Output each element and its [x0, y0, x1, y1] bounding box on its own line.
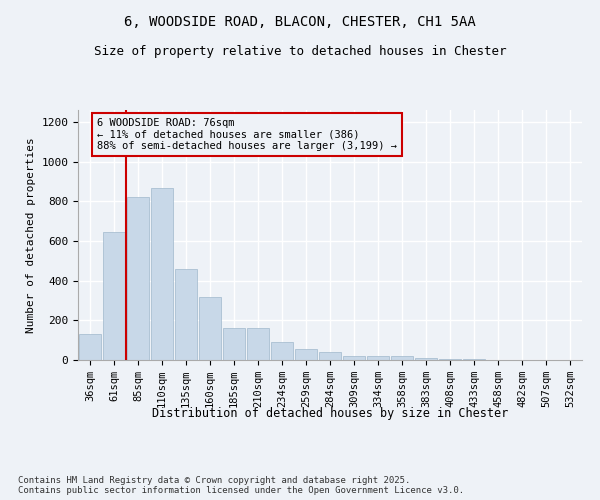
Bar — [391, 356, 413, 360]
Bar — [79, 334, 101, 360]
Text: Contains HM Land Registry data © Crown copyright and database right 2025.
Contai: Contains HM Land Registry data © Crown c… — [18, 476, 464, 495]
Bar — [199, 296, 221, 360]
Text: Size of property relative to detached houses in Chester: Size of property relative to detached ho… — [94, 45, 506, 58]
Bar — [103, 232, 125, 360]
Bar — [127, 198, 149, 360]
Bar — [295, 349, 317, 360]
Bar — [319, 352, 341, 360]
Bar — [439, 359, 461, 360]
Text: Distribution of detached houses by size in Chester: Distribution of detached houses by size … — [152, 408, 508, 420]
Text: 6 WOODSIDE ROAD: 76sqm
← 11% of detached houses are smaller (386)
88% of semi-de: 6 WOODSIDE ROAD: 76sqm ← 11% of detached… — [97, 118, 397, 151]
Bar — [175, 268, 197, 360]
Bar — [343, 356, 365, 360]
Bar — [367, 356, 389, 360]
Bar — [271, 342, 293, 360]
Bar — [247, 328, 269, 360]
Y-axis label: Number of detached properties: Number of detached properties — [26, 137, 36, 333]
Text: 6, WOODSIDE ROAD, BLACON, CHESTER, CH1 5AA: 6, WOODSIDE ROAD, BLACON, CHESTER, CH1 5… — [124, 15, 476, 29]
Bar — [415, 358, 437, 360]
Bar — [223, 328, 245, 360]
Bar — [151, 188, 173, 360]
